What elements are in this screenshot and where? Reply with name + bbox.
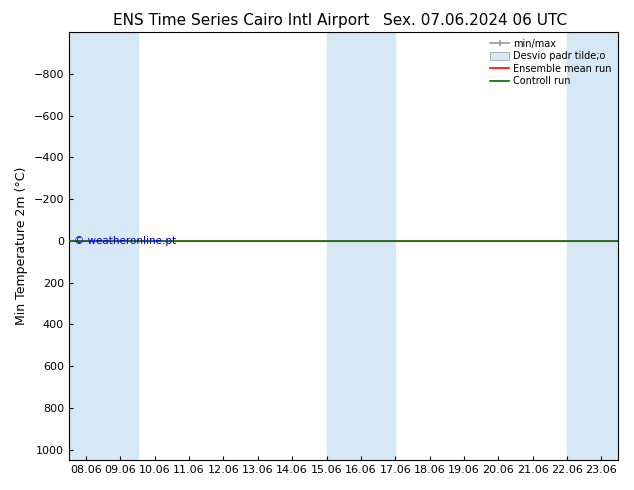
Y-axis label: Min Temperature 2m (°C): Min Temperature 2m (°C) (15, 167, 28, 325)
Bar (69, 32, 138, 460)
Bar (567, 32, 619, 460)
Legend: min/max, Desvio padr tilde;o, Ensemble mean run, Controll run: min/max, Desvio padr tilde;o, Ensemble m… (488, 37, 614, 88)
Text: © weatheronline.pt: © weatheronline.pt (74, 236, 176, 246)
Text: Sex. 07.06.2024 06 UTC: Sex. 07.06.2024 06 UTC (384, 13, 567, 28)
Text: ENS Time Series Cairo Intl Airport: ENS Time Series Cairo Intl Airport (113, 13, 369, 28)
Bar (327, 32, 395, 460)
